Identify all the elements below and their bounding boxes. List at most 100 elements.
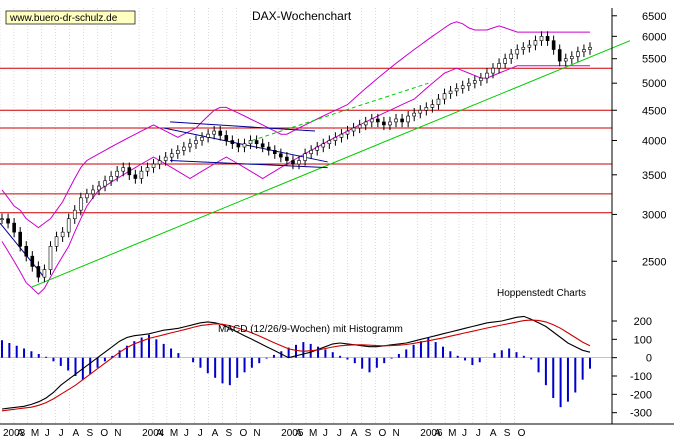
price-candle (48, 245, 53, 270)
price-candle (145, 167, 150, 172)
price-candle (442, 93, 447, 100)
x-tick-label: M (31, 428, 39, 439)
price-candle (509, 53, 513, 60)
price-candle (242, 143, 247, 148)
price-candle (218, 130, 223, 136)
macd-tick-label: 0 (646, 353, 652, 365)
x-tick-label: 2006 (420, 428, 443, 439)
price-candle (279, 153, 283, 158)
x-tick-label: O (239, 428, 247, 439)
x-tick-label: O (100, 428, 108, 439)
trendline (31, 40, 631, 288)
price-candle (400, 118, 404, 123)
price-candle (363, 121, 368, 126)
price-candle (327, 140, 332, 145)
price-candle (309, 150, 313, 154)
price-candle (188, 143, 192, 148)
price-candle (91, 189, 95, 195)
x-tick-label: J (337, 428, 342, 439)
price-candle (224, 135, 229, 141)
price-tick-label: 5500 (642, 54, 666, 66)
x-tick-label: J (323, 428, 328, 439)
price-candle (272, 150, 277, 154)
macd-tick-label: -100 (630, 371, 652, 383)
price-candle (24, 245, 29, 257)
x-tick-label: J (476, 428, 481, 439)
price-candle (248, 140, 253, 145)
price-candle (285, 156, 289, 161)
x-tick-label: N (114, 428, 121, 439)
macd-tick-label: -300 (630, 408, 652, 420)
x-tick-label: 2003 (3, 428, 26, 439)
price-candle (376, 118, 380, 123)
x-tick-label: A (351, 428, 358, 439)
price-candle (200, 137, 204, 141)
price-candle (18, 231, 22, 247)
price-candle (485, 72, 489, 79)
price-candle (503, 58, 507, 64)
x-tick-label: J (184, 428, 189, 439)
price-candle (430, 104, 435, 108)
x-tick-label: M (448, 428, 456, 439)
price-candle (345, 130, 350, 135)
x-tick-label: J (198, 428, 203, 439)
price-candle (545, 36, 550, 41)
x-tick-label: 2005 (281, 428, 304, 439)
x-tick-label: S (504, 428, 511, 439)
price-candle (551, 40, 556, 50)
price-candle (72, 209, 77, 220)
price-tick-label: 4500 (642, 105, 666, 117)
price-candle (133, 174, 138, 179)
price-tick-label: 6000 (642, 31, 666, 43)
price-candle (254, 140, 259, 145)
price-candle (182, 146, 186, 151)
price-candle (497, 63, 501, 69)
price-candle (563, 58, 568, 62)
trendline (170, 121, 316, 132)
price-candle (121, 167, 126, 172)
price-candle (30, 255, 35, 267)
price-candle (576, 51, 580, 57)
price-candle (103, 180, 107, 187)
price-candle (157, 160, 162, 165)
credit-label: Hoppenstedt Charts (497, 288, 586, 299)
price-candle (557, 49, 562, 62)
price-candle (6, 218, 10, 224)
price-candle (466, 82, 471, 87)
price-candle (582, 49, 586, 53)
price-candle (351, 127, 356, 132)
price-candle (588, 46, 592, 50)
price-candle (266, 146, 271, 151)
price-candle (357, 124, 362, 129)
x-tick-label: N (392, 428, 399, 439)
x-tick-label: A (434, 428, 441, 439)
price-candle (539, 36, 544, 41)
macd-panel (0, 315, 612, 412)
price-candle (42, 269, 47, 278)
price-candle (97, 185, 101, 191)
price-bars (0, 31, 592, 283)
price-candle (60, 231, 65, 238)
price-tick-label: 5000 (642, 78, 666, 90)
price-candle (54, 236, 59, 247)
x-tick-label: J (45, 428, 50, 439)
grid (0, 8, 515, 424)
macd-tick-label: 100 (634, 334, 652, 346)
price-candle (515, 49, 520, 55)
x-tick-label: A (17, 428, 24, 439)
price-tick-label: 3000 (642, 209, 666, 221)
x-tick-label: 2004 (142, 428, 165, 439)
price-candle (291, 160, 295, 165)
price-candle (382, 121, 386, 126)
price-candle (388, 121, 392, 126)
price-candle (527, 44, 532, 48)
signal-line (1, 319, 591, 412)
chart-title: DAX-Wochenchart (252, 9, 352, 23)
price-candle (479, 77, 483, 81)
x-tick-label: S (226, 428, 233, 439)
price-tick-label: 2500 (642, 256, 666, 268)
price-candle (236, 143, 241, 148)
price-candle (406, 115, 410, 123)
